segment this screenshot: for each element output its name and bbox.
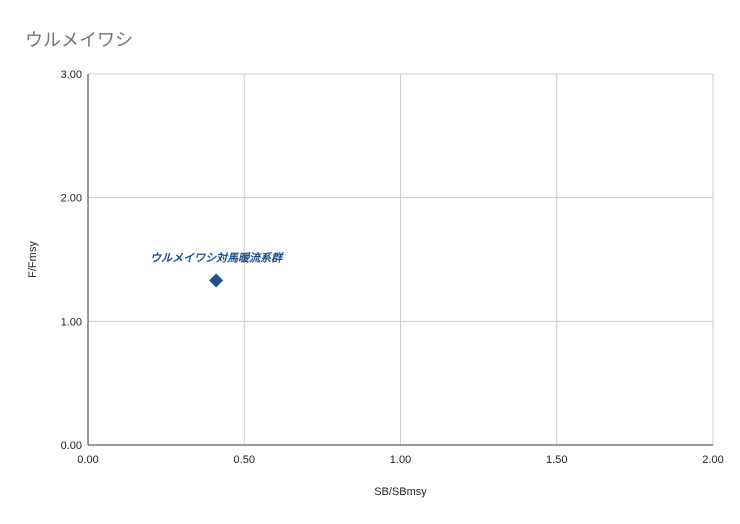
x-tick-label: 1.50: [546, 454, 567, 466]
data-point-diamond: [209, 273, 224, 288]
data-points: ウルメイワシ対馬暖流系群: [150, 252, 284, 288]
y-axis-title: F/Fmsy: [27, 241, 39, 278]
y-tick-label: 1.00: [61, 316, 82, 328]
x-tick-label: 0.50: [234, 454, 255, 466]
axes: [87, 74, 713, 446]
x-tick-label: 1.00: [390, 454, 411, 466]
tick-labels: 0.00 0.50 1.00 1.50 2.00 0.00 1.00 2.00 3.00: [61, 69, 724, 466]
x-axis-title: SB/SBmsy: [374, 486, 427, 498]
y-tick-label: 3.00: [61, 69, 82, 81]
y-tick-label: 2.00: [61, 193, 82, 205]
y-tick-label: 0.00: [61, 440, 82, 452]
grid-lines: [88, 73, 714, 445]
x-tick-label: 2.00: [702, 454, 723, 466]
data-point-label: ウルメイワシ対馬暖流系群: [150, 252, 284, 265]
x-tick-label: 0.00: [77, 454, 98, 466]
chart-title: ウルメイワシ: [25, 30, 133, 51]
